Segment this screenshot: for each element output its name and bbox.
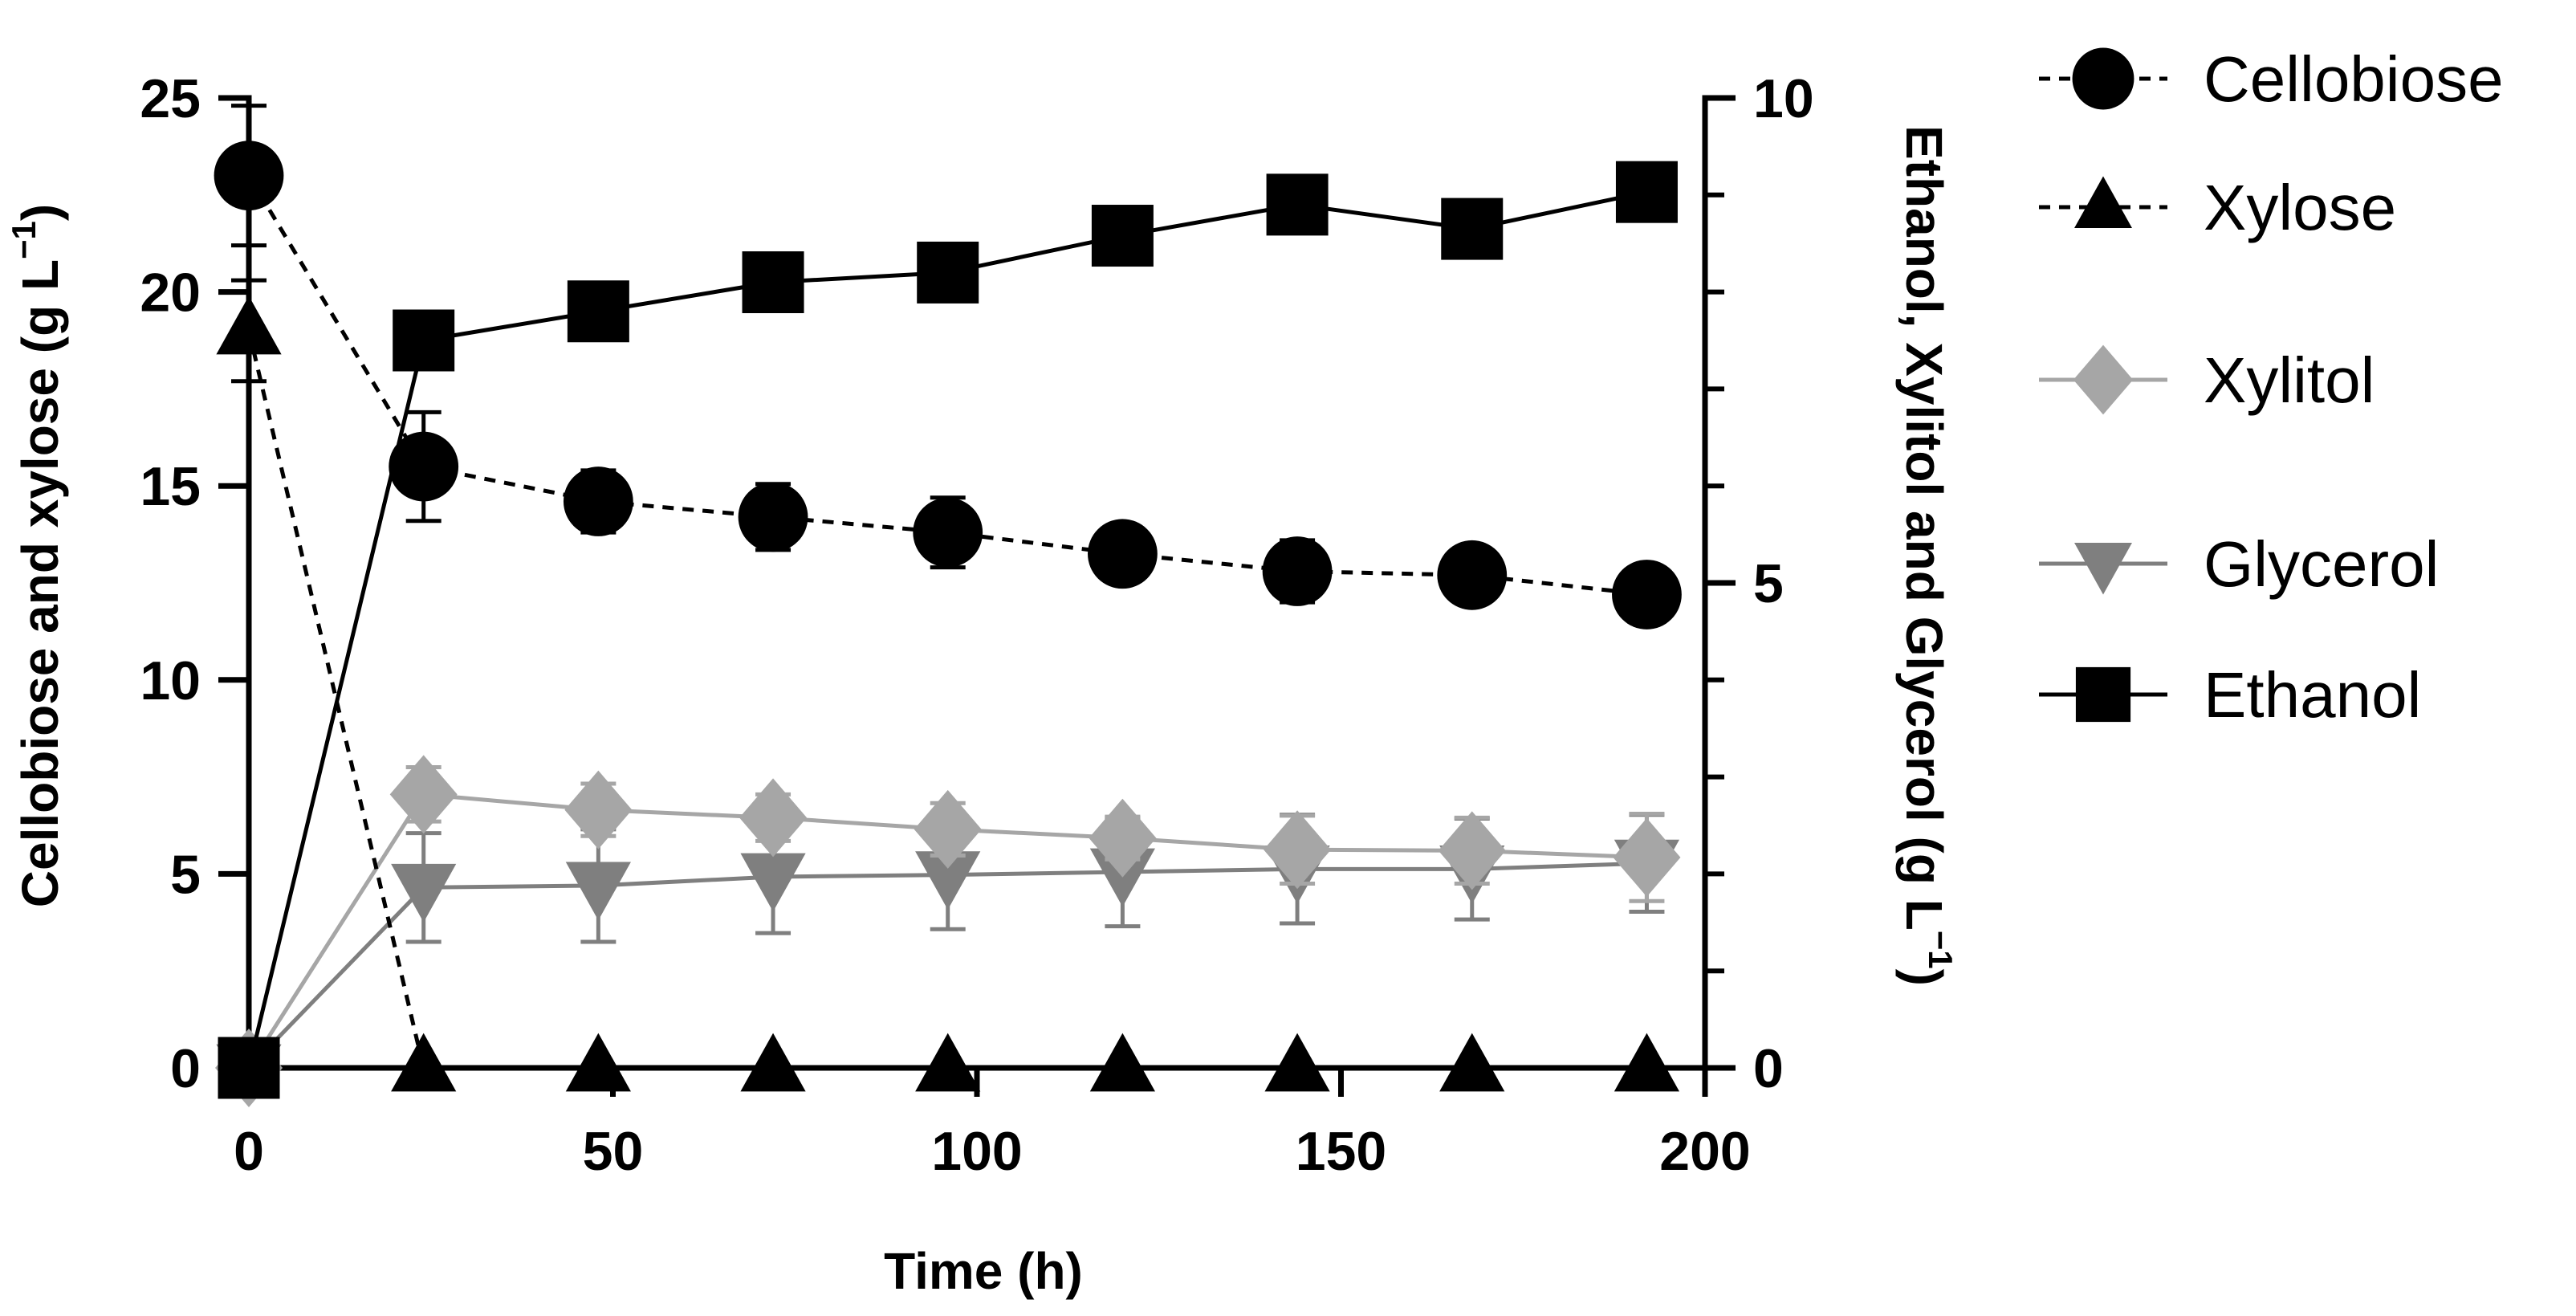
- x-tick-label: 150: [1296, 1121, 1386, 1182]
- plot-area: [214, 104, 1682, 1107]
- legend: Cellobiose Xylose Xylitol Glycerol Ethanol: [2039, 43, 2504, 731]
- x-tick-label: 100: [931, 1121, 1022, 1182]
- legend-marker: [2073, 344, 2134, 415]
- xylose-point: [1439, 1033, 1505, 1092]
- legend-item-glycerol: Glycerol: [2039, 528, 2439, 600]
- cellobiose-point: [1612, 560, 1682, 629]
- cellobiose-point: [913, 497, 983, 568]
- legend-marker: [2074, 542, 2132, 595]
- xylose-point: [565, 1033, 631, 1092]
- ethanol-point: [742, 251, 804, 314]
- x-tick-label: 0: [234, 1121, 264, 1182]
- glycerol-point: [1089, 848, 1155, 907]
- ethanol-point: [218, 1037, 280, 1099]
- xylose-point: [216, 295, 282, 355]
- x-tick-label: 50: [583, 1121, 644, 1182]
- legend-item-xylose: Xylose: [2039, 172, 2396, 243]
- right-y-tick-label: 0: [1753, 1038, 1784, 1099]
- left-y-tick-label: 0: [170, 1038, 201, 1099]
- legend-item-xylitol: Xylitol: [2039, 344, 2375, 416]
- xylose-point: [391, 1033, 457, 1092]
- ethanol-series: [218, 161, 1678, 1099]
- legend-marker: [2075, 666, 2131, 723]
- left-y-tick-label: 5: [170, 844, 201, 905]
- xylitol-point: [1438, 811, 1506, 890]
- left-y-axis-title: Cellobiose and xylose (g L−1): [5, 204, 69, 907]
- xylitol-point: [914, 789, 982, 869]
- legend-label: Glycerol: [2204, 528, 2439, 600]
- glycerol-point: [391, 863, 457, 923]
- xylose-point: [915, 1033, 981, 1092]
- ethanol-point: [1091, 205, 1154, 267]
- xylitol-point: [739, 778, 808, 858]
- legend-marker: [2074, 176, 2132, 229]
- x-axis-title: Time (h): [884, 1242, 1083, 1300]
- ethanol-point: [393, 309, 455, 372]
- ethanol-point: [917, 241, 979, 304]
- xylose-point: [1264, 1033, 1330, 1092]
- xylitol-point: [1089, 798, 1157, 878]
- axis-labels: Time (h) Cellobiose and xylose (g L−1) E…: [5, 125, 1959, 1300]
- glycerol-point: [740, 853, 806, 912]
- xylose-point: [1089, 1033, 1155, 1092]
- xylose-series: [216, 278, 1680, 1092]
- legend-marker: [2072, 47, 2134, 110]
- ethanol-point: [1266, 173, 1329, 236]
- glycerol-point: [565, 862, 631, 921]
- right-y-tick-label: 10: [1753, 68, 1814, 129]
- left-y-tick-label: 25: [140, 68, 201, 129]
- ethanol-point: [567, 280, 629, 343]
- xylitol-point: [1613, 817, 1681, 897]
- ethanol-point: [1441, 198, 1504, 260]
- cellobiose-point: [214, 141, 284, 211]
- left-y-tick-label: 15: [140, 456, 201, 517]
- legend-item-cellobiose: Cellobiose: [2039, 43, 2504, 115]
- legend-item-ethanol: Ethanol: [2039, 659, 2421, 731]
- ethanol-line: [246, 189, 1647, 1069]
- ethanol-point: [1615, 161, 1678, 223]
- xylitol-point: [564, 770, 633, 849]
- right-y-axis-title: Ethanol, Xylitol and Glycerol (g L−1): [1895, 125, 1959, 986]
- cellobiose-point: [738, 482, 808, 552]
- cellobiose-point: [1262, 536, 1333, 606]
- xylitol-point: [389, 755, 458, 834]
- left-y-tick-label: 10: [140, 650, 201, 711]
- cellobiose-point: [1437, 540, 1508, 610]
- left-y-tick-label: 20: [140, 263, 201, 324]
- cellobiose-point: [389, 431, 459, 502]
- right-y-tick-label: 5: [1753, 553, 1784, 614]
- cellobiose-point: [1088, 519, 1158, 589]
- xylose-line: [246, 330, 1647, 1070]
- legend-label: Cellobiose: [2204, 43, 2504, 115]
- xylitol-point: [1264, 810, 1332, 890]
- xylose-point: [740, 1033, 806, 1092]
- legend-label: Ethanol: [2204, 659, 2421, 731]
- x-tick-label: 200: [1659, 1121, 1750, 1182]
- glycerol-point: [915, 851, 981, 911]
- legend-label: Xylose: [2204, 172, 2396, 243]
- cellobiose-point: [563, 467, 633, 536]
- xylose-point: [1614, 1033, 1680, 1092]
- legend-label: Xylitol: [2204, 344, 2375, 416]
- cellobiose-series: [214, 104, 1682, 629]
